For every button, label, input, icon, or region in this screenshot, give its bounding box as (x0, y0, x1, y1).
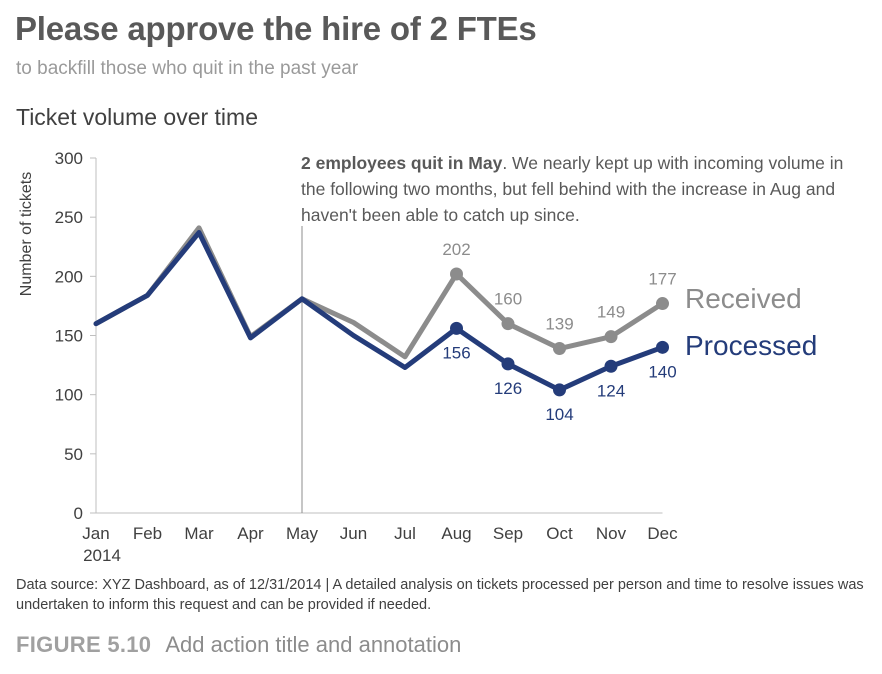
data-label-received: 202 (442, 240, 470, 259)
data-point-processed (501, 357, 515, 371)
y-tick-label: 150 (55, 327, 83, 346)
data-point-processed (604, 359, 618, 373)
x-tick-label: Mar (184, 524, 214, 543)
y-tick-label: 250 (55, 208, 83, 227)
series-lines (93, 225, 665, 393)
annotation-bold: 2 employees quit in May (301, 153, 503, 173)
data-label-received: 177 (648, 270, 676, 289)
data-label-processed: 124 (597, 381, 625, 400)
chart-heading: Ticket volume over time (16, 104, 258, 130)
series-line-received (93, 225, 665, 360)
data-point-processed (553, 383, 566, 397)
figure-caption: FIGURE 5.10 Add action title and annotati… (16, 632, 461, 658)
x-tick-label: Aug (441, 524, 471, 543)
figure-number: FIGURE 5.10 (16, 632, 152, 657)
x-tick-label: Oct (546, 524, 573, 543)
series-line-processed (93, 230, 665, 393)
y-axis-title: Number of tickets (18, 172, 35, 296)
x-tick-label: Sep (493, 524, 523, 543)
data-point-received (450, 267, 463, 281)
data-label-processed: 126 (494, 379, 522, 398)
x-tick-label: Jul (394, 524, 416, 543)
page-subtitle: to backfill those who quit in the past y… (16, 58, 359, 79)
x-tick-label: Jun (340, 524, 367, 543)
chart-axes: 0 50 100 150 200 250 300 Number of tickets Jan Fe… (18, 149, 678, 565)
x-tick-label: Nov (596, 524, 627, 543)
chart-annotation: 2 employees quit in May. We nearly kept … (301, 150, 846, 228)
data-point-received (501, 317, 515, 331)
data-label-received: 160 (494, 290, 522, 309)
y-tick-label: 50 (64, 445, 83, 464)
x-tick-label: May (286, 524, 319, 543)
y-tick-label: 200 (55, 267, 83, 286)
series-label-processed: Processed (685, 330, 817, 361)
data-point-processed (450, 321, 463, 335)
data-label-processed: 156 (442, 343, 470, 362)
x-tick-label: Jan (82, 524, 109, 543)
y-tick-label: 0 (74, 504, 83, 523)
series-label-received: Received (685, 283, 802, 314)
x-tick-label: Apr (237, 524, 264, 543)
annotation-text: . We nearly kept up with incoming volume… (301, 153, 844, 225)
x-tick-label: Feb (133, 524, 162, 543)
chart-labels: 202 160 139 149 177 Received 156 126 104 124 140 Pr… (442, 240, 817, 424)
y-tick-label: 100 (55, 386, 83, 405)
data-label-received: 139 (545, 315, 573, 334)
data-label-processed: 140 (648, 362, 676, 381)
data-source-footnote: Data source: XYZ Dashboard, as of 12/31/… (16, 577, 864, 613)
x-year-label: 2014 (83, 546, 121, 565)
data-label-processed: 104 (545, 405, 573, 424)
page-title: Please approve the hire of 2 FTEs (15, 10, 537, 47)
series-markers (450, 267, 669, 397)
data-point-processed (656, 340, 669, 354)
data-point-received (604, 330, 618, 344)
figure-caption-text: Add action title and annotation (165, 632, 462, 657)
data-point-received (656, 297, 669, 311)
data-label-received: 149 (597, 303, 625, 322)
x-tick-label: Dec (647, 524, 678, 543)
data-point-received (553, 342, 566, 356)
y-tick-label: 300 (55, 149, 83, 168)
